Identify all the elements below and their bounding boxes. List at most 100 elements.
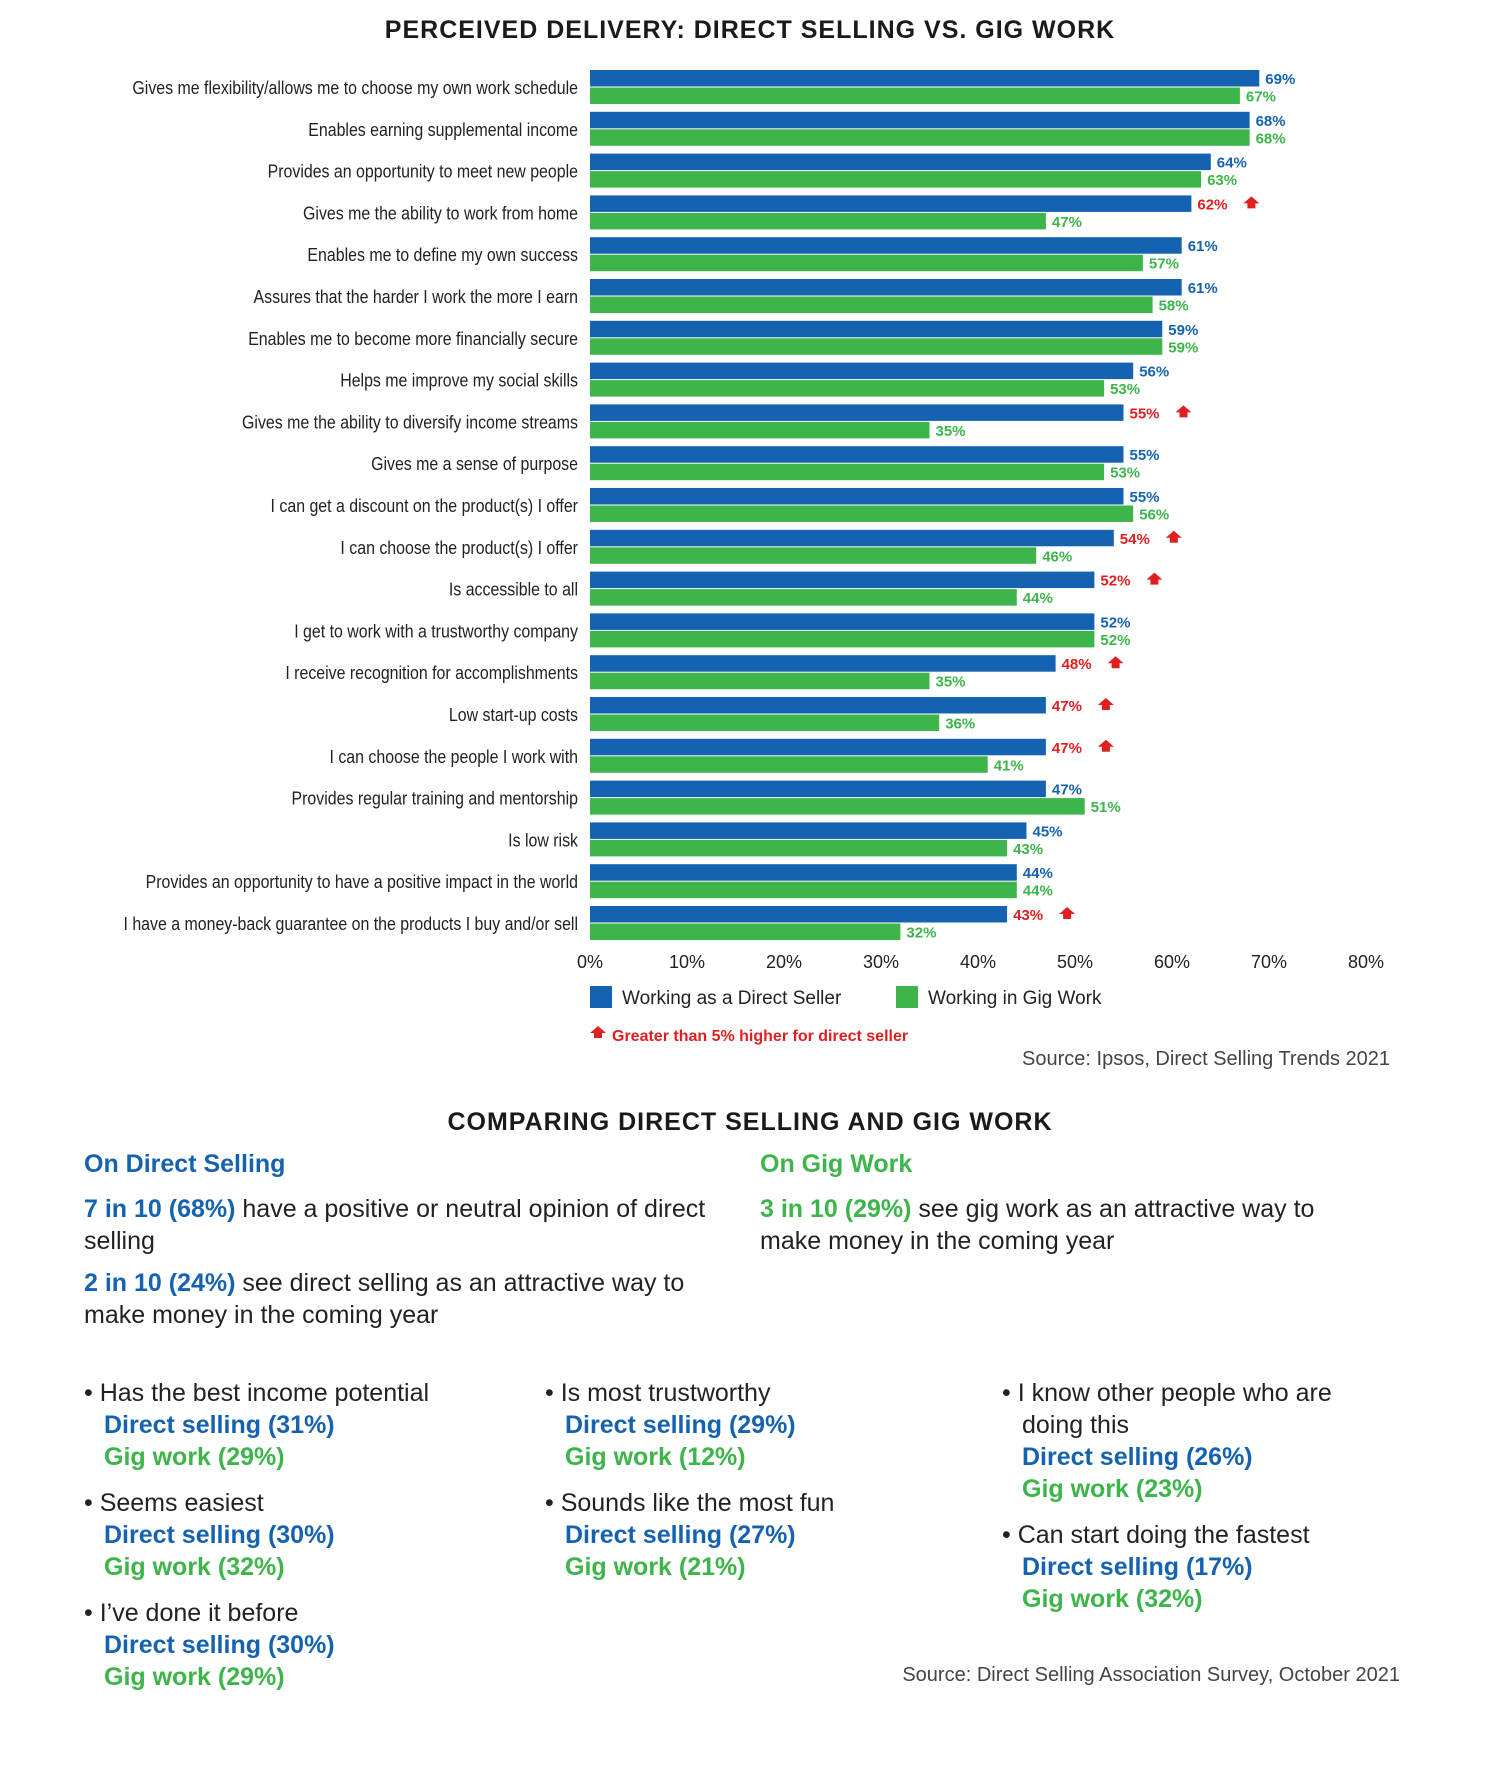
data-label-gig-work: 35% xyxy=(936,674,966,691)
category-label: Low start-up costs xyxy=(449,704,578,725)
data-label-direct-seller: 54% xyxy=(1120,531,1150,548)
data-label-gig-work: 56% xyxy=(1139,507,1169,524)
direct-stat-opinion: 7 in 10 (68%) have a positive or neutral… xyxy=(84,1195,706,1255)
category-label: Is low risk xyxy=(508,829,578,850)
chart-source: Source: Ipsos, Direct Selling Trends 202… xyxy=(1022,1048,1390,1070)
data-label-direct-seller: 52% xyxy=(1100,614,1130,631)
bar-gig-work xyxy=(590,171,1202,188)
bullet-column-2: • Is most trustworthy Direct selling (29… xyxy=(545,1377,945,1597)
gig-work-column: On Gig Work 3 in 10 (29%) see gig work a… xyxy=(760,1150,1380,1267)
data-label-gig-work: 51% xyxy=(1091,799,1121,816)
highlight-note: Greater than 5% higher for direct seller xyxy=(612,1028,908,1045)
bullet-done-before: • I’ve done it before Direct selling (30… xyxy=(84,1599,335,1691)
bar-direct-seller xyxy=(590,279,1182,296)
x-tick-label: 60% xyxy=(1154,952,1190,972)
bullet-know-others: • I know other people who are doing this… xyxy=(1002,1379,1332,1503)
bar-gig-work xyxy=(590,296,1153,313)
direct-stat-attractive: 2 in 10 (24%) see direct selling as an a… xyxy=(84,1269,685,1329)
comparison-title: COMPARING DIRECT SELLING AND GIG WORK xyxy=(447,1108,1053,1136)
bullet-most-fun: • Sounds like the most fun Direct sellin… xyxy=(545,1489,835,1581)
data-label-gig-work: 63% xyxy=(1207,172,1237,189)
bar-gig-work xyxy=(590,505,1134,522)
x-tick-label: 50% xyxy=(1057,952,1093,972)
bar-direct-seller xyxy=(590,237,1182,254)
x-tick-label: 80% xyxy=(1348,952,1384,972)
data-label-gig-work: 57% xyxy=(1149,256,1179,273)
bar-gig-work xyxy=(590,338,1163,355)
bar-gig-work xyxy=(590,589,1017,606)
data-label-direct-seller: 68% xyxy=(1256,113,1286,130)
legend-label-gig-work: Working in Gig Work xyxy=(928,988,1102,1009)
highlight-legend-arrow-icon xyxy=(590,1026,606,1038)
bar-gig-work xyxy=(590,547,1037,564)
category-label: Gives me flexibility/allows me to choose… xyxy=(132,77,578,98)
data-label-gig-work: 53% xyxy=(1110,465,1140,482)
bar-direct-seller xyxy=(590,362,1134,380)
category-label: Helps me improve my social skills xyxy=(340,369,578,390)
bar-direct-seller xyxy=(590,655,1056,672)
highlight-arrow-icon xyxy=(1059,907,1076,919)
x-tick-label: 20% xyxy=(766,952,802,972)
bar-direct-seller xyxy=(590,697,1046,714)
category-label: Enables me to define my own success xyxy=(307,244,578,265)
data-label-direct-seller: 55% xyxy=(1130,447,1160,464)
data-label-gig-work: 68% xyxy=(1256,130,1286,147)
highlight-arrow-icon xyxy=(1146,572,1163,585)
data-label-gig-work: 32% xyxy=(906,925,936,942)
data-label-direct-seller: 55% xyxy=(1130,405,1160,422)
category-label: Enables earning supplemental income xyxy=(308,119,578,140)
bar-gig-work xyxy=(590,839,1008,857)
highlight-arrow-icon xyxy=(1175,405,1192,418)
bar-direct-seller xyxy=(590,488,1124,505)
data-label-direct-seller: 61% xyxy=(1188,238,1218,255)
bullet-most-trustworthy: • Is most trustworthy Direct selling (29… xyxy=(545,1379,796,1471)
bar-direct-seller xyxy=(590,571,1095,589)
data-label-direct-seller: 44% xyxy=(1023,865,1053,882)
data-label-direct-seller: 47% xyxy=(1052,740,1082,757)
x-tick-label: 40% xyxy=(960,952,996,972)
highlight-arrow-icon xyxy=(1243,196,1260,209)
bullet-start-fastest: • Can start doing the fastest Direct sel… xyxy=(1002,1521,1310,1613)
bar-gig-work xyxy=(590,672,930,690)
category-label: Gives me the ability to diversify income… xyxy=(242,411,578,432)
bar-direct-seller xyxy=(590,738,1046,756)
bar-direct-seller xyxy=(590,320,1163,338)
bar-gig-work xyxy=(590,129,1250,146)
category-label: I have a money-back guarantee on the pro… xyxy=(123,913,578,934)
category-label: Is accessible to all xyxy=(449,578,578,599)
data-label-gig-work: 44% xyxy=(1023,590,1053,607)
bar-gig-work xyxy=(590,923,901,940)
bar-direct-seller xyxy=(590,195,1192,212)
category-label: I can get a discount on the product(s) I… xyxy=(271,495,579,516)
category-label: I get to work with a trustworthy company xyxy=(294,620,578,641)
category-label: Enables me to become more financially se… xyxy=(248,328,578,349)
category-label: Gives me the ability to work from home xyxy=(303,202,578,223)
highlight-arrow-icon xyxy=(1107,656,1124,669)
bar-direct-seller xyxy=(590,906,1008,923)
bar-direct-seller xyxy=(590,864,1017,881)
x-tick-label: 70% xyxy=(1251,952,1287,972)
category-label: Provides an opportunity to have a positi… xyxy=(146,871,578,892)
data-label-gig-work: 43% xyxy=(1013,841,1043,858)
bar-direct-seller xyxy=(590,446,1124,463)
bullet-income-potential: • Has the best income potential Direct s… xyxy=(84,1379,430,1471)
data-label-direct-seller: 59% xyxy=(1168,322,1198,339)
data-label-gig-work: 41% xyxy=(994,757,1024,774)
category-label: Provides an opportunity to meet new peop… xyxy=(268,160,578,181)
bullet-seems-easiest: • Seems easiest Direct selling (30%) Gig… xyxy=(84,1489,335,1581)
bar-gig-work xyxy=(590,380,1105,397)
category-label: I can choose the people I work with xyxy=(330,746,578,767)
data-label-gig-work: 47% xyxy=(1052,214,1082,231)
bar-direct-seller xyxy=(590,613,1095,630)
survey-source: Source: Direct Selling Association Surve… xyxy=(902,1664,1400,1686)
data-label-direct-seller: 47% xyxy=(1052,782,1082,799)
data-label-gig-work: 53% xyxy=(1110,381,1140,398)
data-label-direct-seller: 52% xyxy=(1100,573,1130,590)
data-label-direct-seller: 45% xyxy=(1033,823,1063,840)
legend-swatch-direct-seller xyxy=(590,986,612,1008)
category-label: Gives me a sense of purpose xyxy=(371,453,578,474)
bar-gig-work xyxy=(590,756,988,773)
bar-gig-work xyxy=(590,421,930,439)
category-label: Provides regular training and mentorship xyxy=(292,787,578,808)
x-tick-label: 10% xyxy=(669,952,705,972)
